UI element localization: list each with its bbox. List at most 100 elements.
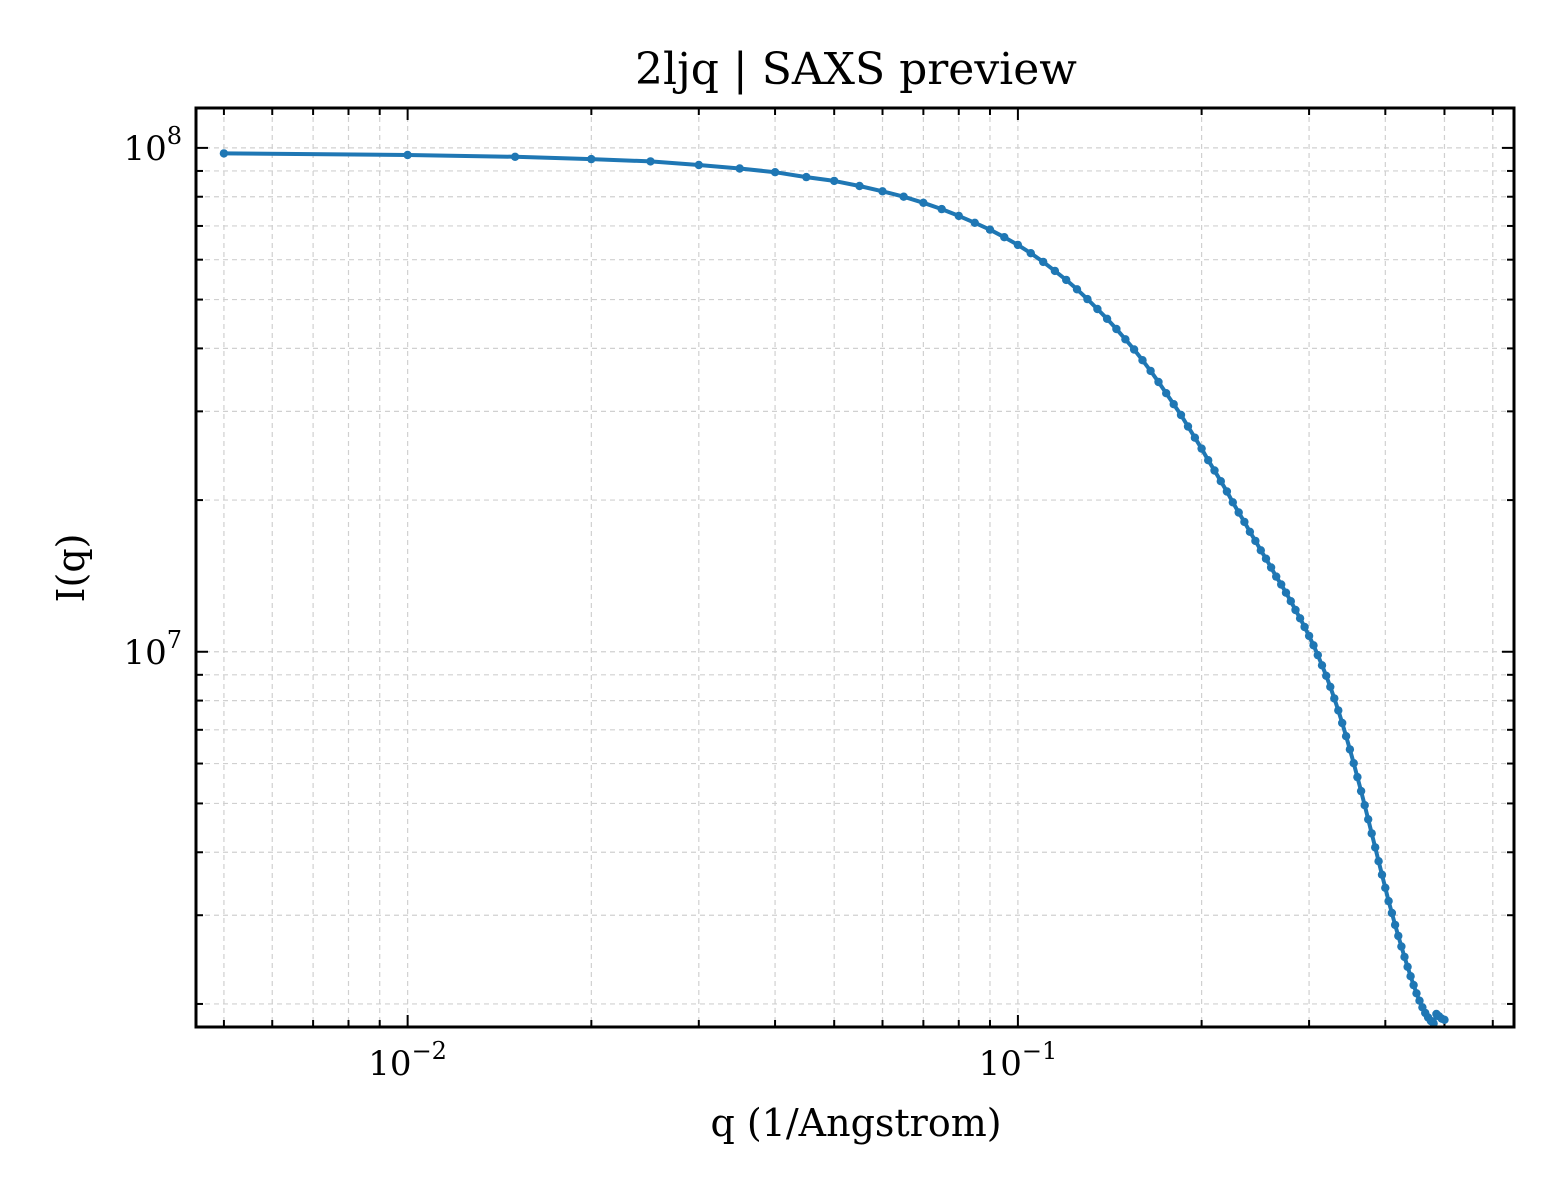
data-point: [1062, 275, 1071, 285]
data-point: [1326, 682, 1335, 691]
data-point: [735, 164, 744, 173]
data-point: [1317, 661, 1327, 670]
data-point: [954, 211, 963, 221]
data-point: [1309, 641, 1318, 650]
data-point: [1397, 942, 1406, 951]
data-point: [1364, 815, 1373, 824]
data-point: [1072, 285, 1082, 294]
data-point: [1216, 477, 1226, 486]
data-point: [646, 157, 655, 166]
data-point: [1256, 546, 1266, 555]
data-point: [1176, 410, 1186, 420]
data-point: [1341, 732, 1351, 741]
data-point: [802, 172, 811, 182]
data-point: [1183, 422, 1193, 431]
data-point: [1291, 605, 1300, 615]
data-point: [1272, 572, 1281, 581]
data-point: [1228, 498, 1238, 507]
data-point: [587, 154, 596, 164]
x-tick-label: 10−1: [979, 1037, 1058, 1084]
data-point: [219, 149, 229, 158]
data-point: [510, 152, 520, 161]
data-point: [1390, 920, 1400, 930]
data-point: [1266, 563, 1276, 572]
data-point: [1222, 487, 1232, 496]
data-point: [1384, 896, 1393, 906]
data-point: [1400, 952, 1409, 962]
data-point: [1374, 857, 1383, 866]
data-point: [1251, 536, 1260, 546]
data-point: [1000, 233, 1009, 242]
data-point: [1313, 650, 1323, 660]
y-axis-label: I(q): [49, 534, 93, 603]
data-point: [1394, 931, 1403, 941]
data-point: [1381, 883, 1390, 892]
data-point: [1330, 694, 1339, 703]
data-point: [1154, 377, 1163, 387]
data-point: [1406, 972, 1415, 981]
chart-title: 2ljq | SAXS preview: [635, 44, 1077, 95]
data-point: [1377, 870, 1387, 879]
data-point: [1190, 433, 1200, 442]
series-line: [221, 151, 1447, 1026]
data-point: [1138, 356, 1147, 365]
data-point: [1286, 597, 1296, 606]
data-point: [919, 198, 928, 207]
data-point: [1093, 304, 1102, 314]
data-point: [770, 168, 780, 177]
data-point: [1387, 908, 1397, 918]
data-point: [694, 160, 703, 170]
data-point: [1338, 718, 1347, 728]
data-point: [1039, 257, 1048, 267]
data-point: [970, 218, 979, 227]
data-point: [1277, 580, 1286, 589]
data-point: [1146, 366, 1155, 376]
data-point: [1356, 786, 1366, 796]
data-point: [1281, 588, 1291, 597]
data-point: [878, 187, 887, 196]
data-point: [1371, 843, 1380, 852]
data-point: [1295, 614, 1305, 623]
x-tick-label: 10−2: [368, 1037, 447, 1084]
data-point: [1345, 745, 1355, 754]
data-point: [1121, 335, 1130, 344]
grid: [196, 108, 1514, 1027]
data-point: [937, 204, 946, 214]
data-point: [1412, 989, 1421, 998]
y-tick-label: 108: [123, 122, 182, 169]
data-point: [1083, 294, 1092, 304]
data-point: [1261, 554, 1271, 563]
data-point: [1409, 980, 1418, 990]
data-point: [1050, 266, 1060, 276]
data-point: [1197, 444, 1206, 453]
data-point: [1162, 389, 1171, 398]
data-point: [1367, 829, 1376, 838]
data-point: [1360, 801, 1369, 810]
data-point: [1169, 400, 1178, 409]
data-point: [1245, 527, 1255, 536]
data-point: [1322, 671, 1331, 680]
data-point: [403, 150, 412, 160]
data-point: [1129, 345, 1139, 354]
x-axis-label: q (1/Angstrom): [710, 1101, 1001, 1145]
data-point: [1112, 324, 1121, 334]
data-point: [830, 176, 839, 186]
data-point: [1353, 772, 1362, 782]
data-point: [1210, 466, 1219, 475]
y-tick-label: 107: [123, 626, 182, 673]
data-point: [1403, 962, 1412, 971]
data-point: [1334, 706, 1343, 715]
data-point: [1204, 456, 1213, 465]
data-point: [1415, 996, 1424, 1005]
data-point: [1349, 759, 1358, 768]
data-point: [1300, 622, 1309, 632]
data-point: [1240, 517, 1249, 527]
data-point: [1102, 314, 1112, 323]
series-layer: [219, 149, 1449, 1028]
plot-frame: [194, 106, 1516, 1029]
data-point: [1304, 631, 1314, 641]
data-point: [1440, 1015, 1449, 1024]
data-point: [1234, 508, 1243, 517]
